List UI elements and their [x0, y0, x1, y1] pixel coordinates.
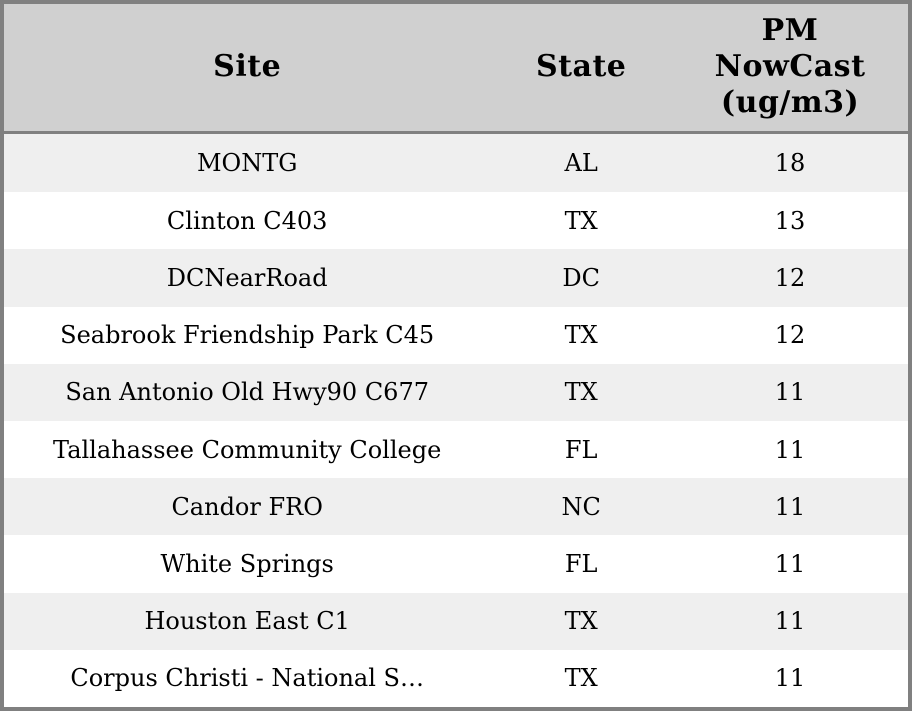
site-cell: DCNearRoad	[166, 264, 328, 293]
pm-cell: 11	[774, 378, 806, 407]
site-cell: Seabrook Friendship Park C45	[60, 321, 435, 350]
pm-cell: 11	[774, 607, 806, 636]
state-cell: AL	[564, 148, 598, 177]
site-cell: White Springs	[160, 549, 334, 578]
site-cell: Clinton C403	[166, 206, 328, 235]
table-row: MONTG AL 18	[4, 132, 908, 193]
pm-cell: 11	[774, 492, 806, 521]
state-cell: TX	[564, 664, 598, 693]
pm-cell: 18	[774, 148, 806, 177]
state-cell: DC	[562, 264, 600, 293]
column-header-pm-nowcast: PM NowCast (ug/m3)	[672, 4, 908, 134]
state-cell: TX	[564, 378, 598, 407]
table-row: Corpus Christi - National S… TX 11	[4, 649, 908, 707]
site-cell: Corpus Christi - National S…	[70, 664, 424, 693]
pm-nowcast-table: Site State PM NowCast (ug/m3) MONTG AL 18 C…	[4, 4, 908, 707]
pm-cell: 12	[774, 321, 806, 350]
table-row: Candor FRO NC 11	[4, 478, 908, 536]
pm-cell: 11	[774, 549, 806, 578]
column-header-site: Site	[4, 4, 491, 134]
state-cell: TX	[564, 321, 598, 350]
state-cell: NC	[561, 492, 601, 521]
pm-cell: 13	[774, 206, 806, 235]
site-cell: Candor FRO	[171, 492, 323, 521]
state-cell: FL	[564, 435, 598, 464]
site-cell: San Antonio Old Hwy90 C677	[65, 378, 429, 407]
table-row: San Antonio Old Hwy90 C677 TX 11	[4, 363, 908, 421]
pm-cell: 12	[774, 264, 806, 293]
table-body: MONTG AL 18 Clinton C403 TX 13 DCNearRoad DC 12 S…	[4, 132, 908, 707]
site-cell: MONTG	[196, 148, 298, 177]
table-row: DCNearRoad DC 12	[4, 249, 908, 307]
table-row: Seabrook Friendship Park C45 TX 12	[4, 306, 908, 364]
table-row: Tallahassee Community College FL 11	[4, 421, 908, 479]
column-header-state: State	[490, 4, 673, 134]
table-row: White Springs FL 11	[4, 535, 908, 593]
pm-cell: 11	[774, 435, 806, 464]
state-cell: TX	[564, 607, 598, 636]
pm-cell: 11	[774, 664, 806, 693]
state-cell: TX	[564, 206, 598, 235]
site-cell: Houston East C1	[144, 607, 350, 636]
header-row: Site State PM NowCast (ug/m3)	[4, 4, 908, 134]
table-row: Houston East C1 TX 11	[4, 592, 908, 650]
table-row: Clinton C403 TX 13	[4, 192, 908, 250]
state-cell: FL	[564, 549, 598, 578]
site-cell: Tallahassee Community College	[53, 435, 442, 464]
table-header: Site State PM NowCast (ug/m3)	[4, 4, 908, 134]
